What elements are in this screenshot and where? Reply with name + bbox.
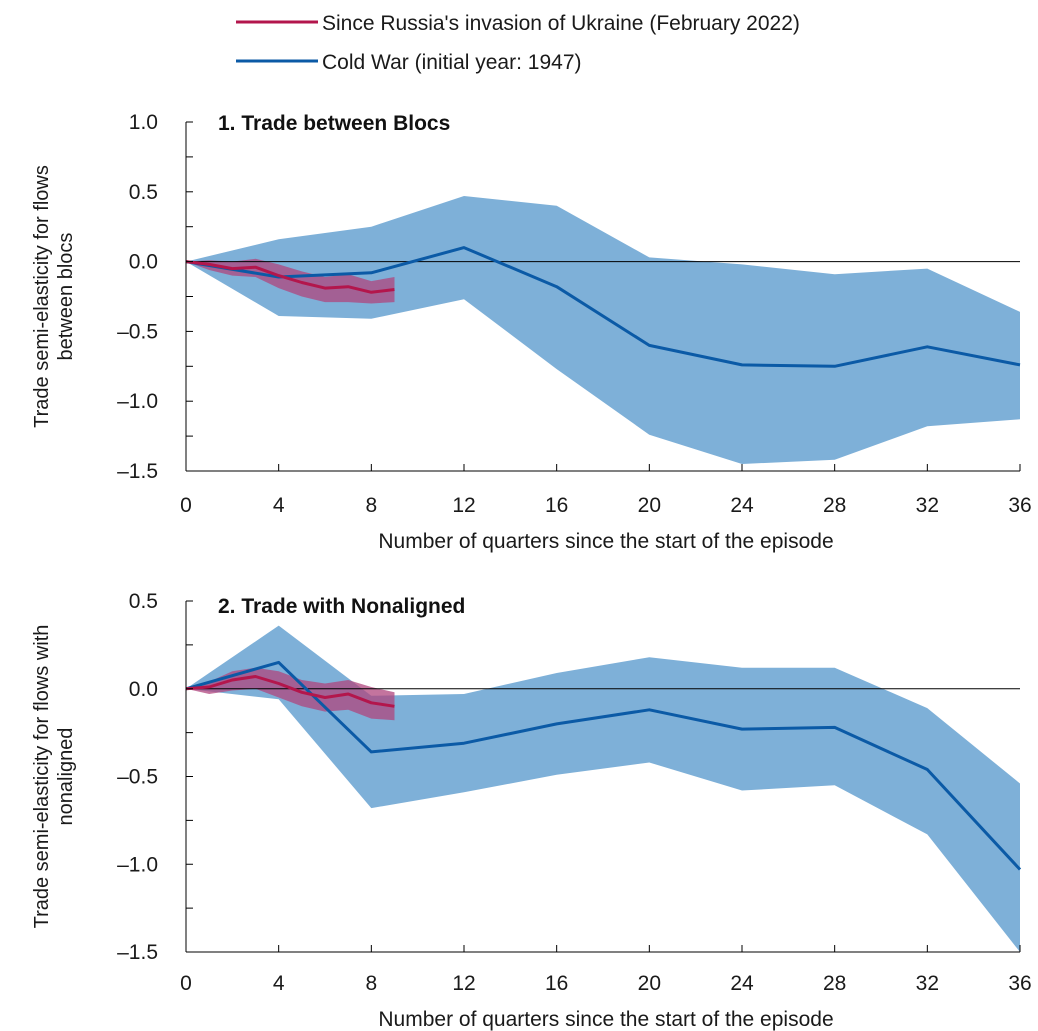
legend-label-cold-war: Cold War (initial year: 1947) [322, 51, 582, 74]
y-axis-label: Trade semi-elasticity for flows between b… [31, 165, 77, 428]
x-tick-label: 20 [638, 972, 661, 995]
series-line-cold-war [185, 246, 1021, 368]
x-tick-label: 8 [365, 494, 377, 517]
y-tick-label: –1.5 [117, 460, 158, 483]
x-tick-label: 36 [1008, 972, 1031, 995]
y-tick-label: 0.5 [129, 181, 158, 204]
x-tick-label: 0 [180, 494, 192, 517]
y-axis-label: Trade semi-elasticity for flows with nona… [31, 625, 77, 929]
y-axis-label-line: nonaligned [55, 728, 77, 826]
y-axis-label-line: between blocs [55, 233, 77, 361]
x-axis-label: Number of quarters since the start of th… [378, 530, 833, 553]
x-tick-label: 24 [730, 972, 754, 995]
x-tick-label: 32 [916, 494, 939, 517]
x-tick-label: 4 [273, 494, 285, 517]
y-tick-label: 0.5 [129, 590, 158, 613]
y-axis-label-line: Trade semi-elasticity for flows [31, 165, 53, 428]
series-line-russia [185, 675, 395, 708]
x-tick-label: 20 [638, 494, 661, 517]
y-tick-label: –0.5 [117, 320, 158, 343]
x-tick-label: 24 [730, 494, 754, 517]
x-tick-label: 36 [1008, 494, 1031, 517]
x-tick-label: 32 [916, 972, 939, 995]
y-tick-label: 1.0 [129, 111, 158, 134]
y-tick-label: –1.5 [117, 941, 158, 964]
legend: Since Russia's invasion of Ukraine (Febr… [236, 12, 800, 74]
x-tick-label: 0 [180, 972, 192, 995]
x-tick-label: 28 [823, 494, 846, 517]
x-tick-label: 28 [823, 972, 846, 995]
series-line-russia [185, 260, 395, 294]
confidence-band-cold-war [186, 196, 1020, 464]
x-tick-label: 16 [545, 972, 568, 995]
y-tick-label: 0.0 [129, 251, 158, 274]
x-tick-label: 12 [452, 972, 475, 995]
confidence-band-cold-war [186, 625, 1020, 952]
y-tick-label: –1.0 [117, 390, 158, 413]
x-tick-label: 8 [365, 972, 377, 995]
y-tick-label: 0.0 [129, 678, 158, 701]
panel-trade-between-blocs: 1.0 0.5 0.0 –0.5 –1.0 –1.5 0 4 8 12 16 20 24 28 32 36 1.… [31, 111, 1032, 553]
series-line-cold-war [185, 660, 1022, 871]
confidence-band-russia [186, 667, 395, 721]
x-tick-label: 4 [273, 972, 285, 995]
y-axis-label-line: Trade semi-elasticity for flows with [31, 625, 53, 929]
panel-trade-with-nonaligned: 0.5 0.0 –0.5 –1.0 –1.5 0 4 8 12 16 20 24 28 32 36 2. Tr… [31, 590, 1032, 1031]
y-tick-label: –0.5 [117, 766, 158, 789]
x-tick-label: 16 [545, 494, 568, 517]
y-tick-label: –1.0 [117, 853, 158, 876]
x-axis-label: Number of quarters since the start of th… [378, 1008, 833, 1031]
panel-title: 2. Trade with Nonaligned [218, 595, 465, 618]
legend-label-russia: Since Russia's invasion of Ukraine (Febr… [322, 12, 800, 35]
x-tick-label: 12 [452, 494, 475, 517]
panel-title: 1. Trade between Blocs [218, 112, 450, 135]
